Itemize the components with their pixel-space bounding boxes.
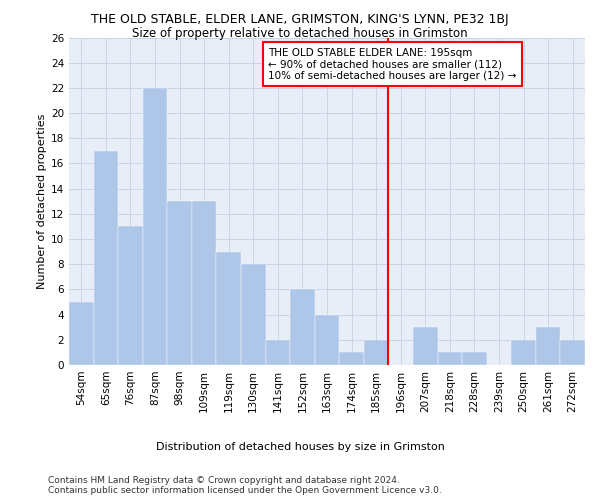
- Bar: [94, 151, 118, 365]
- Bar: [511, 340, 536, 365]
- Bar: [192, 201, 217, 365]
- Bar: [143, 88, 167, 365]
- Bar: [536, 327, 560, 365]
- Bar: [315, 314, 339, 365]
- Bar: [437, 352, 462, 365]
- Text: THE OLD STABLE ELDER LANE: 195sqm
← 90% of detached houses are smaller (112)
10%: THE OLD STABLE ELDER LANE: 195sqm ← 90% …: [268, 48, 517, 81]
- Bar: [241, 264, 266, 365]
- Bar: [413, 327, 437, 365]
- Bar: [339, 352, 364, 365]
- Bar: [290, 290, 315, 365]
- Bar: [364, 340, 388, 365]
- Bar: [462, 352, 487, 365]
- Text: THE OLD STABLE, ELDER LANE, GRIMSTON, KING'S LYNN, PE32 1BJ: THE OLD STABLE, ELDER LANE, GRIMSTON, KI…: [91, 12, 509, 26]
- Bar: [69, 302, 94, 365]
- Bar: [118, 226, 143, 365]
- Bar: [560, 340, 585, 365]
- Bar: [217, 252, 241, 365]
- Y-axis label: Number of detached properties: Number of detached properties: [37, 114, 47, 289]
- Text: Contains HM Land Registry data © Crown copyright and database right 2024.
Contai: Contains HM Land Registry data © Crown c…: [48, 476, 442, 495]
- Bar: [266, 340, 290, 365]
- Bar: [167, 201, 192, 365]
- Text: Distribution of detached houses by size in Grimston: Distribution of detached houses by size …: [155, 442, 445, 452]
- Text: Size of property relative to detached houses in Grimston: Size of property relative to detached ho…: [132, 28, 468, 40]
